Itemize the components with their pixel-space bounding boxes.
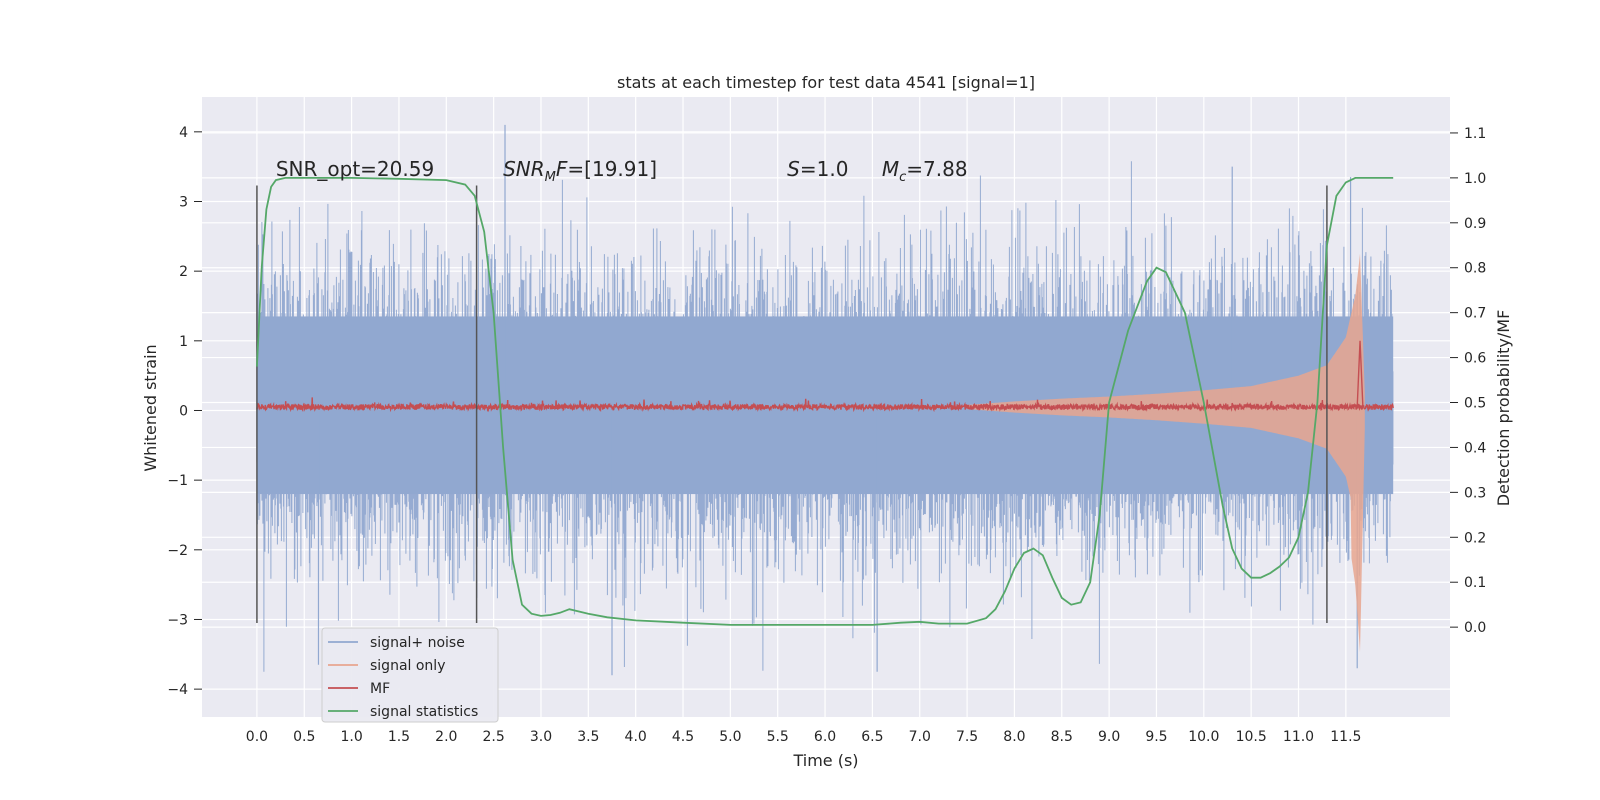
x-tick-label: 9.5 xyxy=(1145,729,1167,745)
x-tick-label: 3.0 xyxy=(530,729,552,745)
y-tick-label-right: 0.5 xyxy=(1464,396,1486,412)
x-tick-label: 9.0 xyxy=(1098,729,1120,745)
x-tick-label: 1.0 xyxy=(340,729,362,745)
x-tick-label: 5.0 xyxy=(719,729,741,745)
x-tick-label: 6.0 xyxy=(814,729,836,745)
y-tick-label-right: 0.6 xyxy=(1464,351,1486,367)
y-tick-label-right: 0.8 xyxy=(1464,261,1486,277)
y-tick-label-left: −4 xyxy=(167,682,188,698)
y-tick-label-right: 0.2 xyxy=(1464,530,1486,546)
y-tick-label-right: 0.1 xyxy=(1464,575,1486,591)
y-axis-left-label: Whitened strain xyxy=(141,344,160,471)
y-tick-label-left: 2 xyxy=(179,264,188,280)
chart-title: stats at each timestep for test data 454… xyxy=(617,73,1035,92)
y-tick-label-left: −1 xyxy=(167,473,188,489)
signal-statistics-line xyxy=(256,176,1394,626)
annotations: SNR_opt=20.59 SNRMF=[19.91] S=1.0 Mc=7.88 xyxy=(276,157,968,185)
x-tick-label: 2.5 xyxy=(483,729,505,745)
annotation-s: S=1.0 xyxy=(787,157,848,181)
x-tick-label: 4.0 xyxy=(625,729,647,745)
x-tick-label: 7.0 xyxy=(909,729,931,745)
x-tick-label: 0.0 xyxy=(246,729,268,745)
y-tick-label-left: 4 xyxy=(179,125,188,141)
mf-spike xyxy=(1356,340,1364,408)
y-tick-label-left: −2 xyxy=(167,543,188,559)
y-tick-label-left: −3 xyxy=(167,612,188,628)
x-axis-label: Time (s) xyxy=(792,751,858,770)
series-signal-statistics xyxy=(256,176,1394,626)
x-tick-label: 4.5 xyxy=(672,729,694,745)
x-tick-label: 0.5 xyxy=(293,729,315,745)
x-tick-label: 8.0 xyxy=(1003,729,1025,745)
y-axis-left-ticks: 4 3 2 1 0 −1 −2 −3 −4 xyxy=(167,125,202,698)
annotation-snr_opt: SNR_opt=20.59 xyxy=(276,157,434,181)
legend-label: signal statistics xyxy=(370,704,478,720)
x-tick-label: 1.5 xyxy=(388,729,410,745)
x-tick-label: 11.0 xyxy=(1283,729,1314,745)
y-tick-label-left: 0 xyxy=(179,403,188,419)
x-tick-label: 5.5 xyxy=(767,729,789,745)
y-tick-label-right: 0.7 xyxy=(1464,306,1486,322)
x-tick-label: 2.0 xyxy=(435,729,457,745)
y-tick-label-left: 3 xyxy=(179,194,188,210)
y-tick-label-right: 0.3 xyxy=(1464,485,1486,501)
legend-label: signal+ noise xyxy=(370,635,465,651)
y-axis-right-ticks: 1.1 1.0 0.9 0.8 0.7 0.6 0.5 0.4 0.3 0.2 0.1 0.0 xyxy=(1450,126,1486,636)
legend-box xyxy=(321,627,499,723)
legend-label: MF xyxy=(370,681,390,697)
y-axis-right-label: Detection probability/MF xyxy=(1494,310,1513,507)
x-tick-label: 10.5 xyxy=(1236,729,1267,745)
x-axis-ticks: 0.0 0.5 1.0 1.5 2.0 2.5 3.0 3.5 4.0 4.5 5.0 5.5 6.0 6… xyxy=(246,729,1362,745)
y-tick-label-right: 1.1 xyxy=(1464,126,1486,142)
annotation-mc: Mc=7.88 xyxy=(882,157,968,185)
y-tick-label-right: 0.4 xyxy=(1464,440,1486,456)
y-tick-label-right: 1.0 xyxy=(1464,171,1486,187)
legend-label: signal only xyxy=(370,658,445,674)
x-tick-label: 3.5 xyxy=(577,729,599,745)
y-tick-label-left: 1 xyxy=(179,334,188,350)
x-tick-label: 11.5 xyxy=(1330,729,1361,745)
annotation-snr_mf: SNRMF=[19.91] xyxy=(503,157,657,185)
y-tick-label-right: 0.0 xyxy=(1464,620,1486,636)
x-tick-label: 10.0 xyxy=(1188,729,1219,745)
x-tick-label: 6.5 xyxy=(861,729,883,745)
y-tick-label-right: 0.9 xyxy=(1464,216,1486,232)
x-tick-label: 8.5 xyxy=(1051,729,1073,745)
x-tick-label: 7.5 xyxy=(956,729,978,745)
legend: signal+ noise signal only MF signal statist… xyxy=(321,627,499,723)
